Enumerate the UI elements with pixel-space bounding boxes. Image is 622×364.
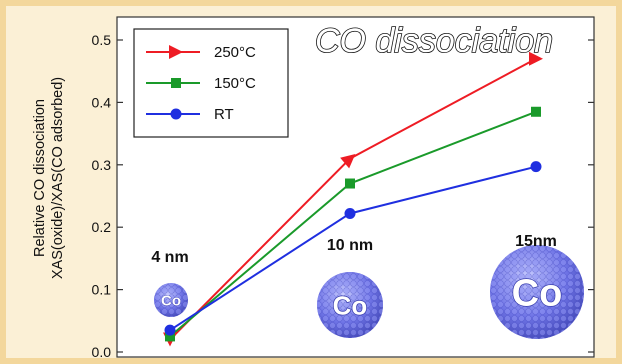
data-point [530, 161, 542, 173]
x-category-label: 10 nm [327, 237, 373, 254]
y-tick-label: 0.3 [92, 157, 112, 173]
data-point [531, 106, 541, 117]
co-particle-atoms [154, 283, 188, 317]
legend-label: RT [214, 106, 234, 123]
legend-marker [169, 45, 183, 59]
legend-label: 150°C [214, 75, 256, 92]
data-point [345, 178, 355, 189]
co-particle-atoms [317, 272, 383, 338]
y-tick-label: 0.5 [92, 32, 112, 48]
co-particle-label: Co [161, 292, 181, 309]
y-tick-label: 0.0 [92, 344, 112, 360]
y-tick-label: 0.2 [92, 219, 112, 235]
y-tick-label: 0.1 [92, 282, 112, 298]
co-particle-label: Co [333, 290, 368, 320]
legend-marker [171, 78, 181, 88]
legend: 250°C 150°C RT [133, 28, 289, 138]
y-tick-label: 0.4 [92, 94, 112, 110]
y-axis-label-line2: XAS(oxide)/XAS(CO adsorbed) [50, 77, 66, 279]
legend-label: 250°C [214, 44, 256, 61]
x-category-label: 4 nm [151, 249, 188, 266]
x-category-label: 15nm [515, 233, 557, 250]
data-point [165, 331, 175, 342]
data-point [340, 154, 356, 169]
chart-title: CO dissociation [315, 22, 553, 60]
co-particle-label: Co [512, 273, 563, 315]
data-point [529, 51, 543, 66]
legend-marker [170, 108, 182, 120]
co-particle-atoms [490, 245, 584, 339]
data-point [164, 324, 176, 336]
y-axis-label-line1: Relative CO dissociation [32, 99, 48, 257]
data-point [344, 207, 356, 219]
